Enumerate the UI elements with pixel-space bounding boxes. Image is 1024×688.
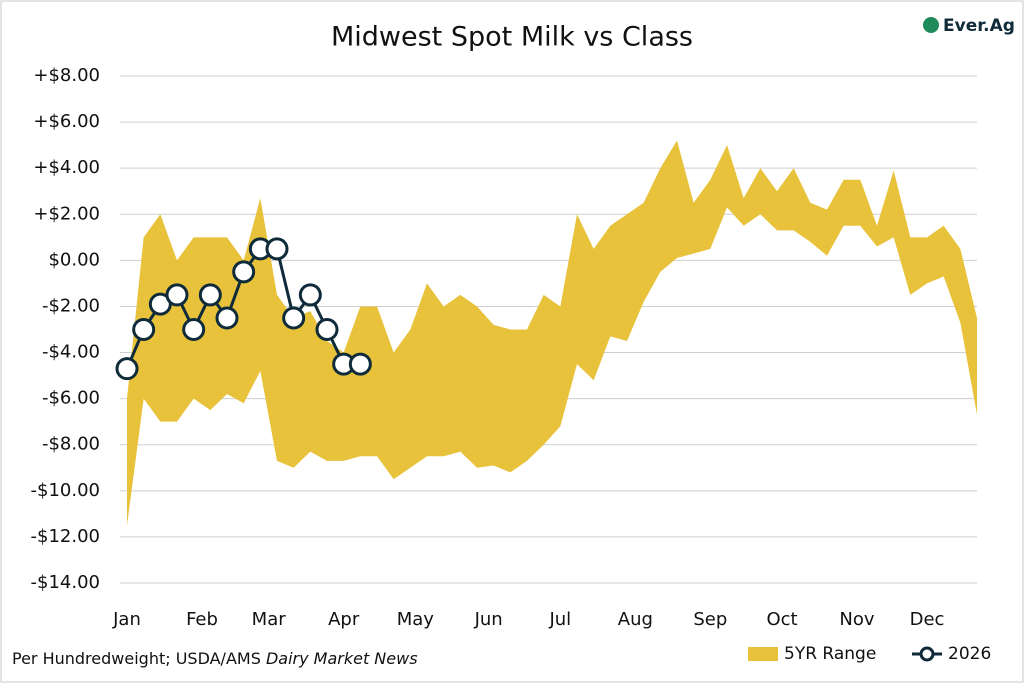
y-tick-label: +$6.00 (33, 111, 100, 132)
chart-title: Midwest Spot Milk vs Class (331, 22, 693, 53)
logo: Ever.Ag (943, 16, 1015, 36)
x-tick-label: Nov (839, 609, 874, 630)
point (348, 352, 372, 376)
y-tick-label: -$6.00 (42, 388, 100, 409)
legend-label: 2026 (948, 644, 991, 664)
y-tick-label: +$8.00 (33, 65, 100, 86)
point (198, 283, 222, 307)
y-tick-label: $0.00 (48, 249, 100, 270)
point (215, 306, 239, 330)
point (315, 318, 339, 341)
x-tick-label: Dec (910, 609, 945, 630)
point (298, 283, 322, 307)
range-area (127, 140, 977, 526)
x-tick-label: Mar (252, 609, 287, 630)
legend-swatch (748, 647, 778, 661)
point (232, 260, 256, 284)
y-tick-label: -$8.00 (42, 434, 100, 455)
x-tick-label: Sep (693, 609, 727, 630)
x-tick-label: May (397, 609, 435, 630)
point (182, 318, 206, 341)
y-tick-label: -$10.00 (31, 480, 100, 501)
x-tick-label: Jan (112, 609, 141, 630)
y-tick-label: -$14.00 (31, 572, 100, 593)
y-tick-label: -$12.00 (31, 526, 100, 547)
logo-icon (923, 17, 939, 33)
x-tick-label: Aug (618, 609, 653, 630)
y-tick-label: -$4.00 (42, 342, 100, 363)
y-tick-label: +$4.00 (33, 157, 100, 178)
point (115, 357, 139, 381)
x-tick-label: Oct (766, 609, 797, 630)
point (132, 318, 156, 341)
y-tick-label: +$2.00 (33, 203, 100, 224)
source-text: Per Hundredweight; USDA/AMS (12, 649, 266, 668)
x-tick-label: Jul (548, 609, 571, 630)
x-tick-label: Jun (474, 609, 503, 630)
x-tick-label: Apr (328, 609, 360, 630)
source-note: Per Hundredweight; USDA/AMS Dairy Market… (12, 649, 418, 668)
y-tick-label: -$2.00 (42, 295, 100, 316)
point (165, 283, 189, 307)
legend-swatch (919, 646, 935, 662)
x-tick-label: Feb (186, 609, 218, 630)
point (282, 306, 306, 330)
source-italic: Dairy Market News (266, 649, 418, 668)
legend-label: 5YR Range (784, 644, 876, 664)
point (265, 237, 289, 261)
